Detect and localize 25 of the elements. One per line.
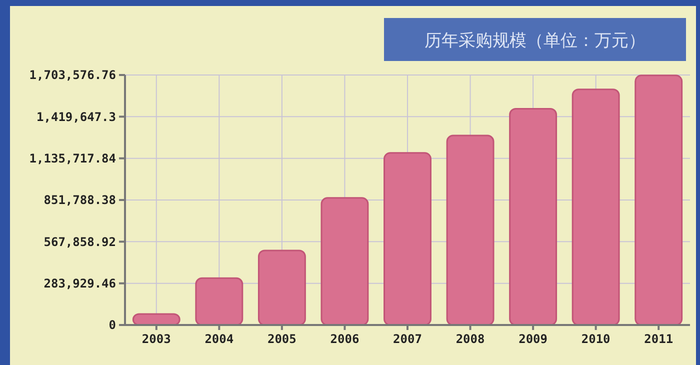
- x-tick-label: 2010: [581, 332, 610, 346]
- bar: [634, 74, 683, 326]
- x-tick-label: 2003: [142, 332, 171, 346]
- y-tick-label: 1,419,647.3: [36, 110, 116, 124]
- y-tick-label: 1,135,717.84: [29, 152, 116, 166]
- y-tick-label: 851,788.38: [44, 193, 116, 208]
- y-tick-label: 283,929.46: [44, 276, 116, 291]
- x-tick-label: 2008: [456, 332, 485, 346]
- x-tick-label: 2011: [644, 332, 674, 346]
- bar: [446, 134, 494, 326]
- bar: [320, 197, 369, 326]
- y-tick-label: 0: [108, 318, 116, 332]
- bar: [195, 277, 244, 326]
- bar: [509, 108, 558, 326]
- x-tick-label: 2004: [204, 332, 234, 346]
- y-tick-label: 567,858.92: [44, 234, 116, 249]
- x-tick-label: 2006: [330, 332, 360, 346]
- bar: [384, 152, 432, 326]
- chart-title: 历年采购规模（单位：万元）: [424, 30, 646, 51]
- bar: [258, 250, 306, 326]
- bar: [572, 88, 620, 326]
- x-tick-label: 2007: [393, 332, 422, 346]
- x-tick-label: 2009: [518, 332, 548, 346]
- x-tick-label: 2005: [267, 332, 296, 346]
- y-tick-label: 1,703,576.76: [29, 68, 116, 82]
